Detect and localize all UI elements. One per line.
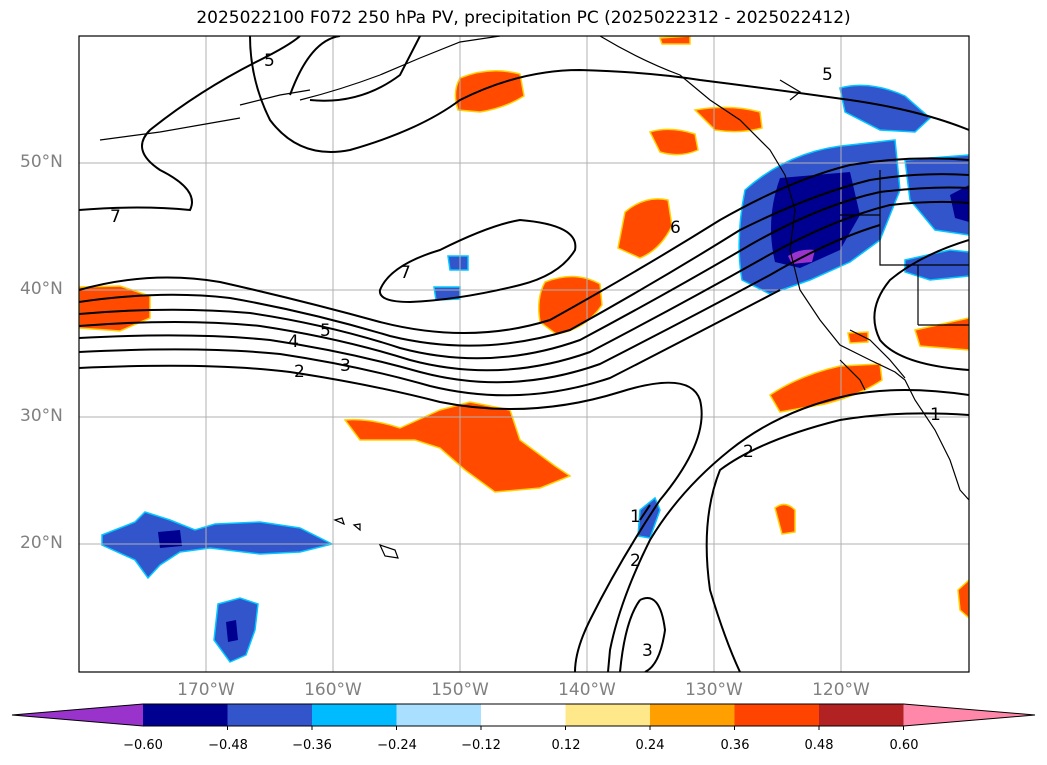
lat-label-50n: 50°N	[20, 152, 63, 172]
colorbar-tick-label: 0.12	[551, 738, 581, 753]
contour-label: 1	[630, 507, 641, 527]
colorbar-tick-label: 0.60	[889, 738, 919, 753]
lat-label-30n: 30°N	[20, 406, 63, 426]
colorbar	[11, 703, 1036, 730]
contour-labels: 5 7 7 6 5 4 3 2 5 2 1 1 2 3	[110, 51, 941, 661]
precip-negative-areas	[101, 84, 969, 663]
colorbar-segment	[734, 704, 820, 726]
colorbar-tick-label: 0.24	[635, 738, 665, 753]
colorbar-segment	[650, 704, 735, 726]
lon-label-160w: 160°W	[304, 680, 362, 700]
colorbar-extend-left	[12, 704, 143, 726]
colorbar-tick-label: −0.12	[461, 738, 501, 753]
colorbar-segment	[481, 704, 566, 726]
contour-label: 5	[822, 65, 833, 85]
lat-label-40n: 40°N	[20, 279, 63, 299]
colorbar-segment	[396, 704, 482, 726]
colorbar-extend-right	[903, 704, 1035, 726]
contour-label: 2	[630, 551, 641, 571]
contour-label: 7	[110, 207, 121, 227]
lat-label-20n: 20°N	[20, 533, 63, 553]
pv-contours	[79, 36, 969, 672]
coastlines	[99, 36, 969, 559]
colorbar-segment	[143, 704, 228, 726]
contour-label: 4	[288, 332, 299, 352]
lon-label-120w: 120°W	[812, 680, 870, 700]
colorbar-outline	[11, 703, 1036, 727]
contour-label: 1	[930, 405, 941, 425]
contour-label: 7	[400, 263, 411, 283]
contour-label: 5	[264, 51, 275, 71]
lon-label-170w: 170°W	[177, 680, 235, 700]
colorbar-segment	[312, 704, 397, 726]
contour-label: 3	[642, 641, 653, 661]
colorbar-tick-label: −0.36	[292, 738, 332, 753]
contour-label: 2	[294, 362, 305, 382]
map-title: 2025022100 F072 250 hPa PV, precipitatio…	[196, 8, 851, 28]
colorbar-segment	[227, 704, 313, 726]
colorbar-tick-label: −0.48	[208, 738, 248, 753]
colorbar-segment	[565, 704, 651, 726]
colorbar-tick-label: −0.24	[377, 738, 417, 753]
lon-label-140w: 140°W	[558, 680, 616, 700]
precip-positive-areas	[79, 36, 969, 620]
colorbar-segment	[819, 704, 904, 726]
contour-label: 6	[670, 218, 681, 238]
contour-label: 5	[320, 321, 331, 341]
colorbar-tick-label: 0.48	[804, 738, 834, 753]
plot-frame	[78, 35, 970, 673]
colorbar-tick-label: −0.60	[123, 738, 163, 753]
lon-label-150w: 150°W	[431, 680, 489, 700]
lon-label-130w: 130°W	[685, 680, 743, 700]
colorbar-tick-label: 0.36	[720, 738, 750, 753]
contour-label: 3	[340, 356, 351, 376]
contour-label: 2	[743, 442, 754, 462]
